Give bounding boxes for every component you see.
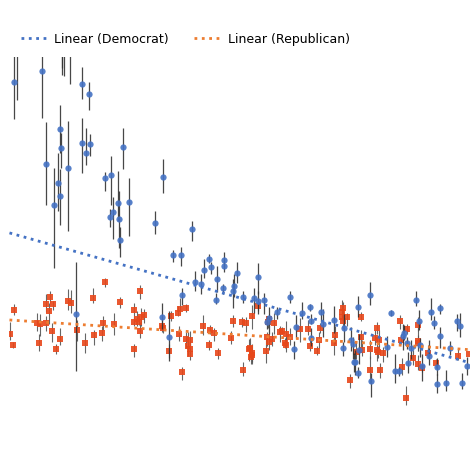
Legend: Linear (Democrat), Linear (Republican): Linear (Democrat), Linear (Republican) [16,27,355,51]
